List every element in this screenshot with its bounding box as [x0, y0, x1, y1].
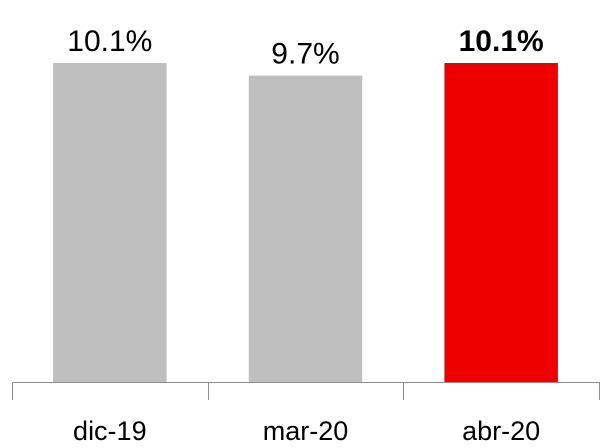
- value-label: 10.1%: [459, 25, 544, 58]
- x-tick-label: dic-19: [73, 416, 147, 446]
- bar: [248, 75, 363, 382]
- bar: [444, 63, 558, 382]
- x-tick-label: abr-20: [462, 416, 540, 446]
- value-label: 9.7%: [271, 38, 339, 71]
- value-label: 10.1%: [67, 25, 152, 58]
- bar: [53, 63, 167, 382]
- x-tick-label: mar-20: [263, 416, 349, 446]
